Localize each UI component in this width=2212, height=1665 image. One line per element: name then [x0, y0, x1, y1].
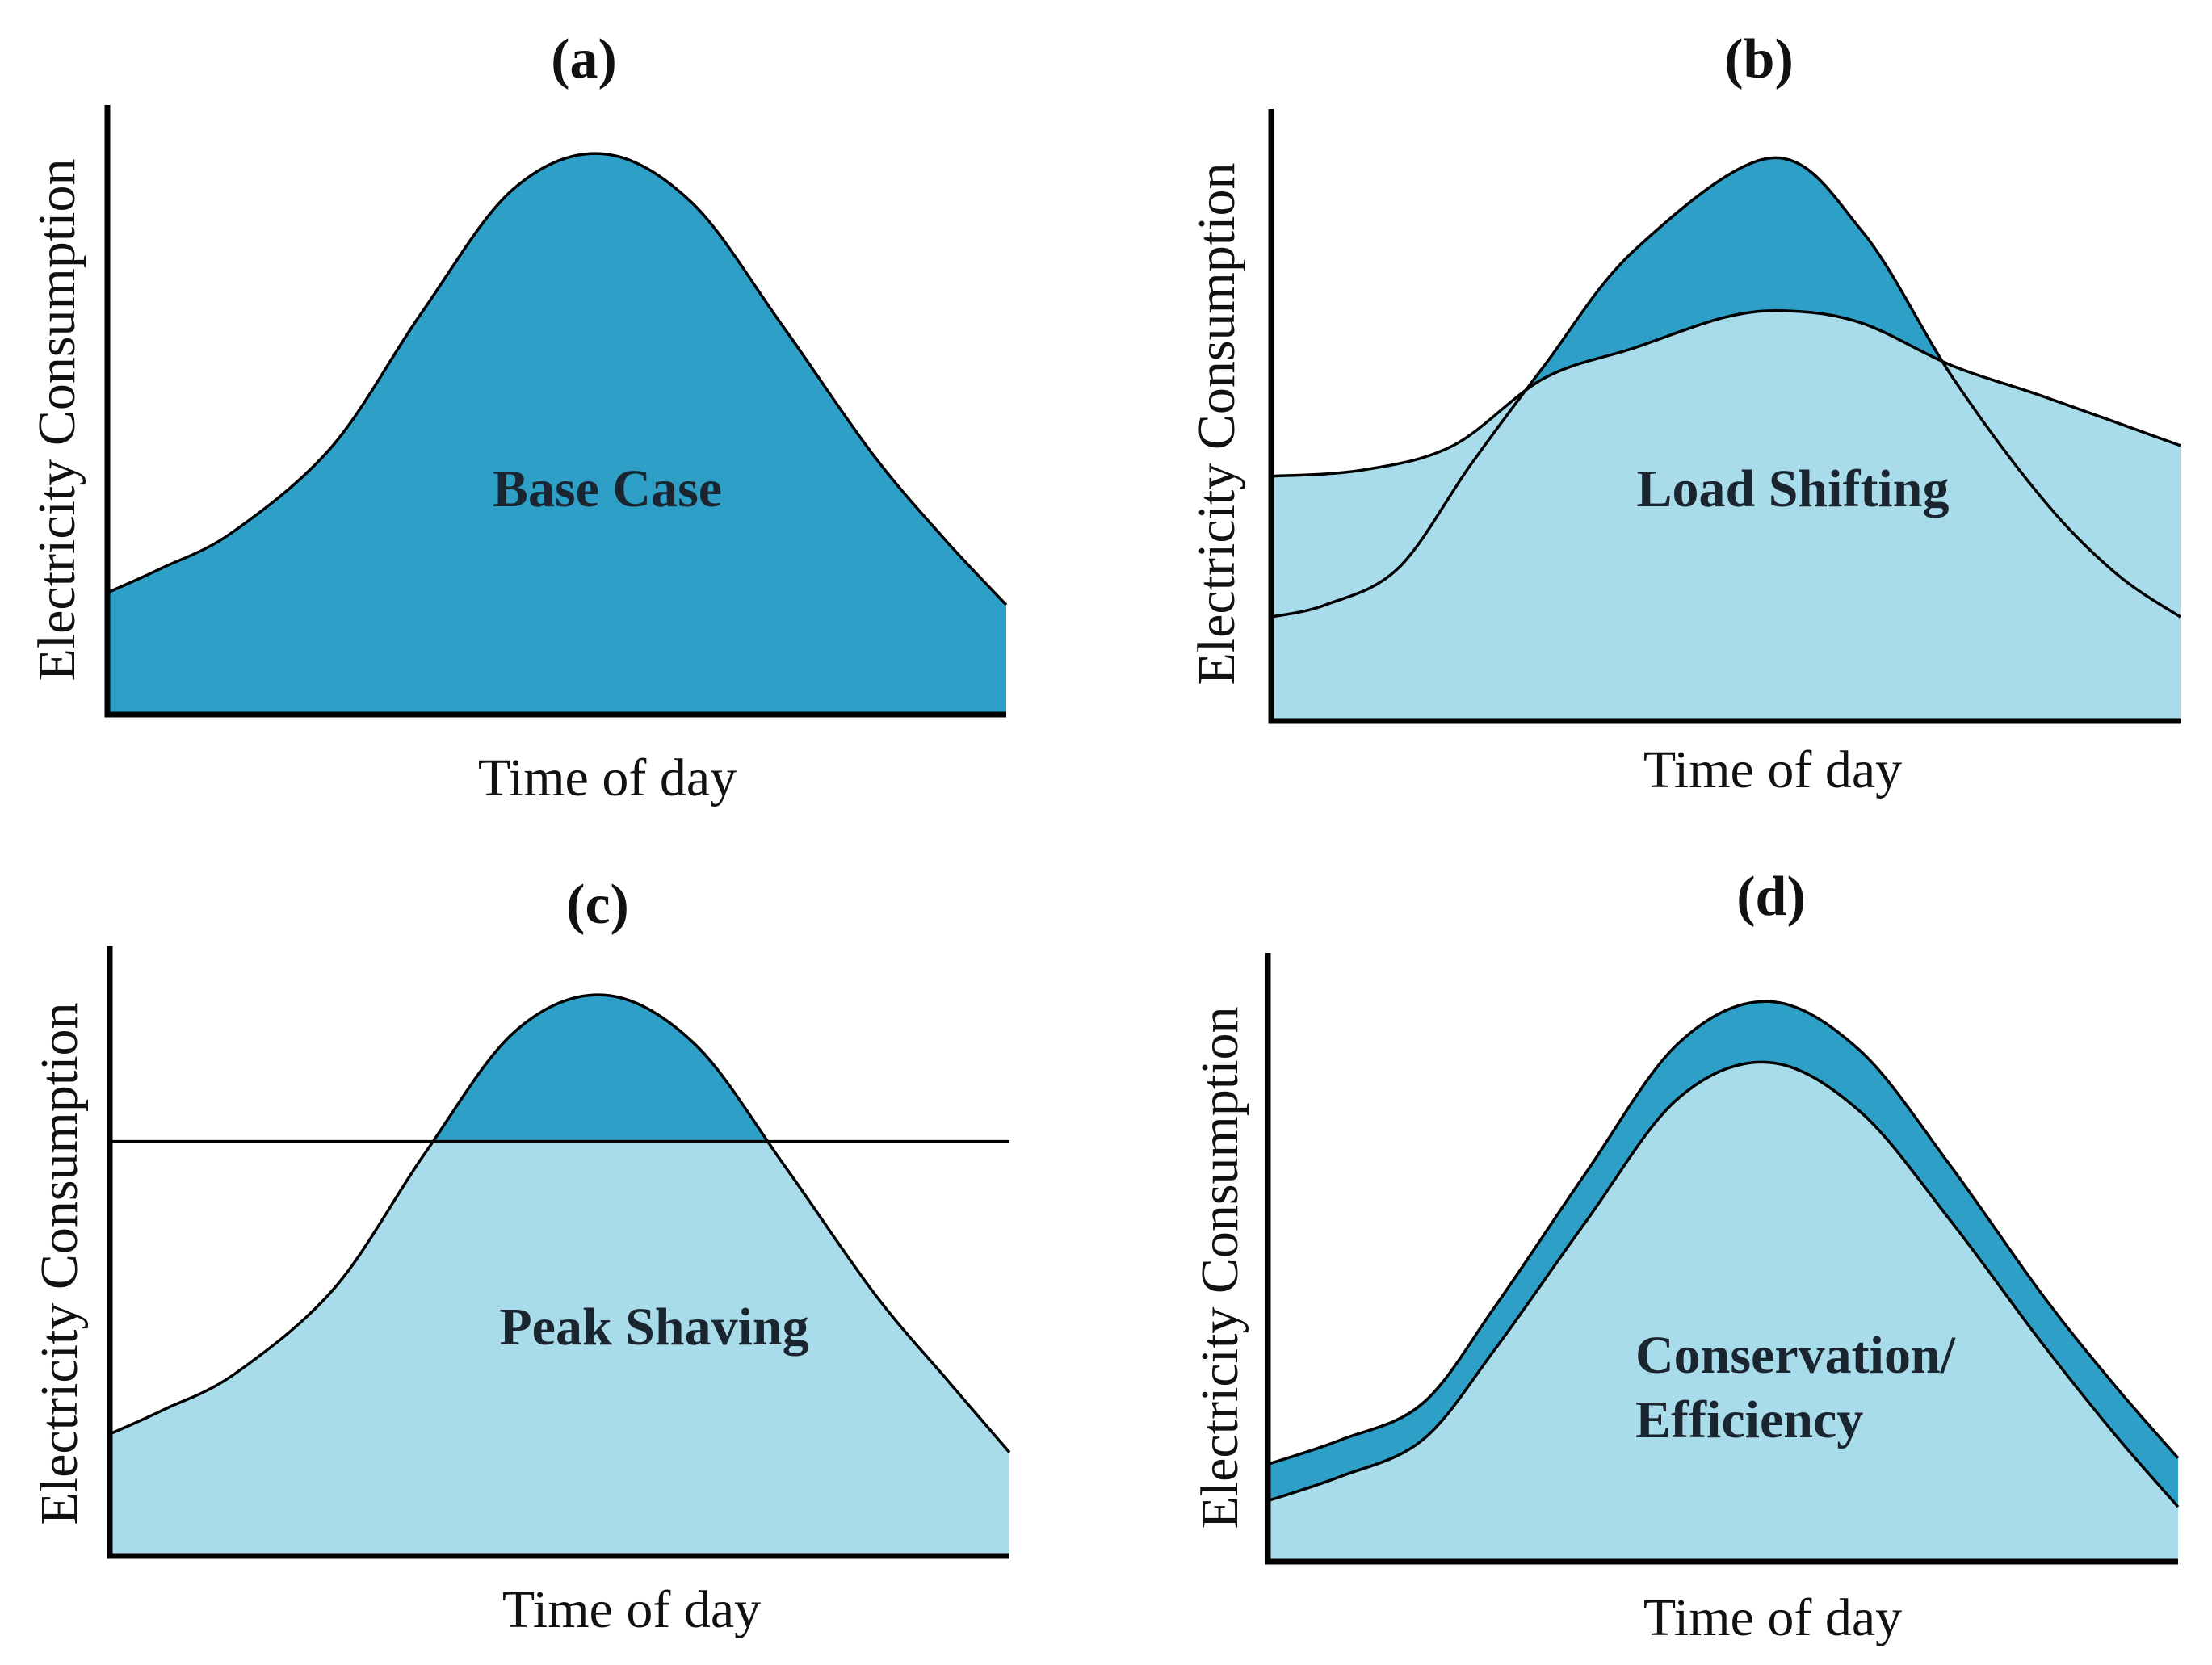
panel-d-reduced-area: [1268, 1062, 2178, 1562]
panel-d-axes: [1265, 953, 2178, 1565]
panel-a-region-label: Base Case: [493, 459, 722, 518]
panel-b-axes: [1268, 109, 2181, 724]
panel-d-region-label-line-2: Efficiency: [1635, 1390, 1863, 1449]
panel-d-original-curve: [1267, 1000, 2180, 1466]
panel-d-reduced-curve: [1267, 1060, 2180, 1508]
panel-b-title: (b): [1724, 28, 1794, 90]
panel-b-shifted-curve: [1270, 308, 2181, 478]
panel-b-region-label: Load Shifting: [1637, 459, 1950, 518]
panel-c-load-curve: [109, 993, 1011, 1453]
panel-c-axes: [107, 946, 1009, 1559]
panel-a-y-axis-label: Electricity Consumption: [27, 158, 86, 681]
panel-b-y-axis-label: Electricity Consumption: [1187, 162, 1246, 685]
panel-d-title: (d): [1736, 866, 1806, 928]
panel-d: (d) Conservation/ Efficiency Time of day…: [1190, 866, 2180, 1647]
panel-b: (b) Load Shifting Time of day Electricit…: [1187, 28, 2181, 799]
panel-b-original-curve: [1270, 156, 2181, 619]
panel-a: (a) Base Case Time of day Electricity Co…: [27, 28, 1008, 807]
panel-c-y-axis-label: Electricity Consumption: [30, 1002, 89, 1525]
panel-a-x-axis-label: Time of day: [478, 749, 737, 807]
panel-c-title: (c): [566, 874, 629, 936]
panel-b-x-axis-label: Time of day: [1643, 740, 1902, 799]
panel-a-title: (a): [551, 28, 617, 90]
panel-d-region-label: Conservation/ Efficiency: [1635, 1326, 1969, 1449]
panel-c-region-label: Peak Shaving: [499, 1298, 808, 1357]
panel-b-overlap-area: [1271, 310, 2181, 721]
panel-c-below-threshold-area: [110, 1141, 1009, 1556]
panel-a-axes: [104, 105, 1006, 718]
panel-a-base-curve: [107, 152, 1008, 606]
panel-c: (c) Peak Shaving Time of day Electricity…: [30, 874, 1011, 1639]
panel-d-y-axis-label: Electricity Consumption: [1190, 1006, 1249, 1529]
panel-d-region-label-line-1: Conservation/: [1635, 1326, 1957, 1385]
panel-d-x-axis-label: Time of day: [1643, 1588, 1902, 1647]
panel-c-x-axis-label: Time of day: [502, 1580, 761, 1639]
panel-a-base-area: [107, 153, 1006, 715]
